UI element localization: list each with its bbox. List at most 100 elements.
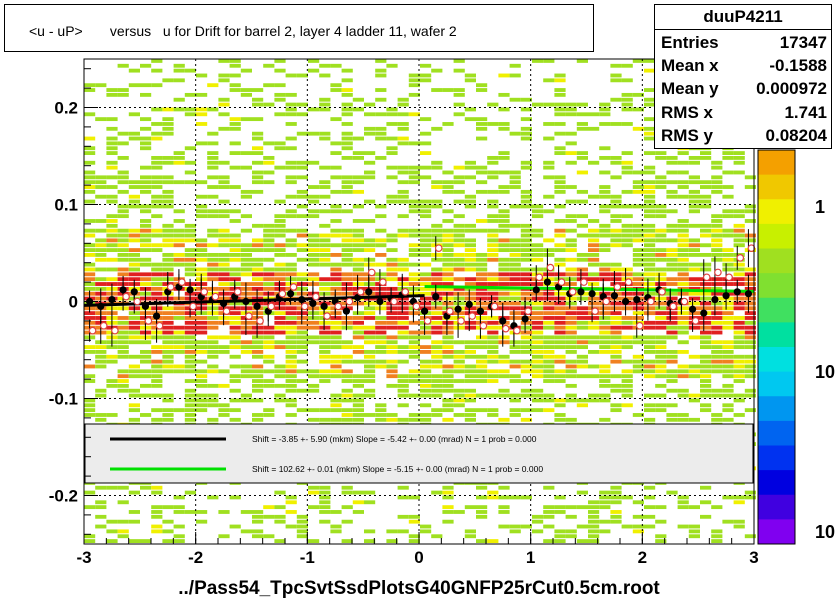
histogram-cell: [655, 282, 667, 286]
histogram-cell: [700, 359, 712, 364]
histogram-cell: [464, 296, 476, 301]
histogram-cell: [442, 417, 454, 422]
histogram-cell: [218, 257, 230, 262]
histogram-cell: [442, 301, 454, 306]
histogram-cell: [420, 238, 432, 243]
histogram-cell: [397, 383, 409, 388]
histogram-cell: [84, 228, 96, 233]
histogram-cell: [240, 248, 252, 252]
histogram-cell: [520, 350, 532, 354]
histogram-cell: [196, 253, 208, 257]
histogram-cell: [621, 291, 633, 296]
histogram-cell: [117, 238, 129, 243]
histogram-cell: [476, 296, 488, 301]
histogram-cell: [644, 408, 656, 413]
histogram-cell: [420, 524, 432, 529]
histogram-cell: [375, 88, 387, 92]
histogram-cell: [532, 354, 544, 359]
histogram-cell: [240, 253, 252, 257]
histogram-cell: [106, 88, 118, 92]
histogram-cell: [128, 417, 140, 422]
histogram-cell: [386, 194, 398, 199]
histogram-cell: [106, 529, 118, 534]
histogram-cell: [140, 136, 152, 141]
histogram-cell: [498, 282, 510, 286]
histogram-cell: [252, 175, 264, 180]
histogram-cell: [599, 170, 611, 175]
histogram-cell: [319, 63, 331, 68]
histogram-cell: [95, 248, 107, 252]
histogram-cell: [565, 151, 577, 155]
histogram-cell: [476, 180, 488, 185]
histogram-cell: [151, 185, 163, 189]
histogram-cell: [397, 306, 409, 311]
histogram-cell: [420, 248, 432, 252]
histogram-cell: [722, 359, 734, 364]
histogram-cell: [733, 267, 745, 272]
histogram-cell: [576, 151, 588, 155]
data-point-open: [256, 317, 264, 325]
data-point-open: [312, 292, 320, 301]
histogram-cell: [330, 311, 342, 316]
data-point-open: [580, 278, 588, 286]
histogram-cell: [207, 233, 219, 238]
histogram-cell: [162, 364, 174, 369]
histogram-cell: [621, 107, 633, 112]
histogram-cell: [632, 306, 644, 311]
histogram-cell: [576, 272, 588, 277]
histogram-cell: [252, 180, 264, 185]
histogram-cell: [386, 262, 398, 267]
histogram-cell: [621, 306, 633, 311]
histogram-cell: [464, 325, 476, 330]
histogram-cell: [554, 248, 566, 252]
data-point-open: [111, 326, 119, 335]
histogram-cell: [509, 524, 521, 529]
histogram-cell: [117, 267, 129, 272]
histogram-cell: [666, 369, 678, 374]
histogram-cell: [644, 403, 656, 408]
histogram-cell: [341, 122, 353, 126]
histogram-cell: [711, 282, 723, 286]
histogram-cell: [700, 243, 712, 248]
histogram-cell: [207, 364, 219, 369]
histogram-cell: [229, 267, 241, 272]
histogram-cell: [162, 126, 174, 131]
histogram-cell: [644, 311, 656, 316]
histogram-cell: [644, 364, 656, 369]
histogram-cell: [621, 160, 633, 165]
histogram-cell: [173, 97, 185, 102]
histogram-cell: [364, 311, 376, 316]
histogram-cell: [128, 185, 140, 189]
histogram-cell: [151, 296, 163, 301]
histogram-cell: [453, 286, 465, 291]
histogram-cell: [464, 78, 476, 83]
histogram-cell: [476, 369, 488, 374]
histogram-cell: [644, 291, 656, 296]
histogram-cell: [296, 204, 308, 209]
histogram-cell: [106, 92, 118, 97]
histogram-cell: [744, 282, 756, 286]
histogram-cell: [464, 267, 476, 272]
histogram-cell: [576, 316, 588, 320]
histogram-cell: [140, 354, 152, 359]
histogram-cell: [442, 495, 454, 500]
histogram-cell: [95, 194, 107, 199]
histogram-cell: [588, 350, 600, 354]
histogram-cell: [722, 350, 734, 354]
histogram-cell: [420, 286, 432, 291]
histogram-cell: [117, 519, 129, 524]
histogram-cell: [476, 340, 488, 345]
histogram-cell: [509, 282, 521, 286]
histogram-cell: [442, 238, 454, 243]
histogram-cell: [621, 335, 633, 340]
histogram-cell: [677, 160, 689, 165]
histogram-cell: [274, 383, 286, 388]
histogram-cell: [207, 175, 219, 180]
palette-cell: [758, 420, 795, 446]
histogram-cell: [532, 325, 544, 330]
histogram-cell: [285, 107, 297, 112]
histogram-cell: [386, 369, 398, 374]
histogram-cell: [364, 369, 376, 374]
histogram-cell: [498, 277, 510, 282]
histogram-cell: [677, 350, 689, 354]
